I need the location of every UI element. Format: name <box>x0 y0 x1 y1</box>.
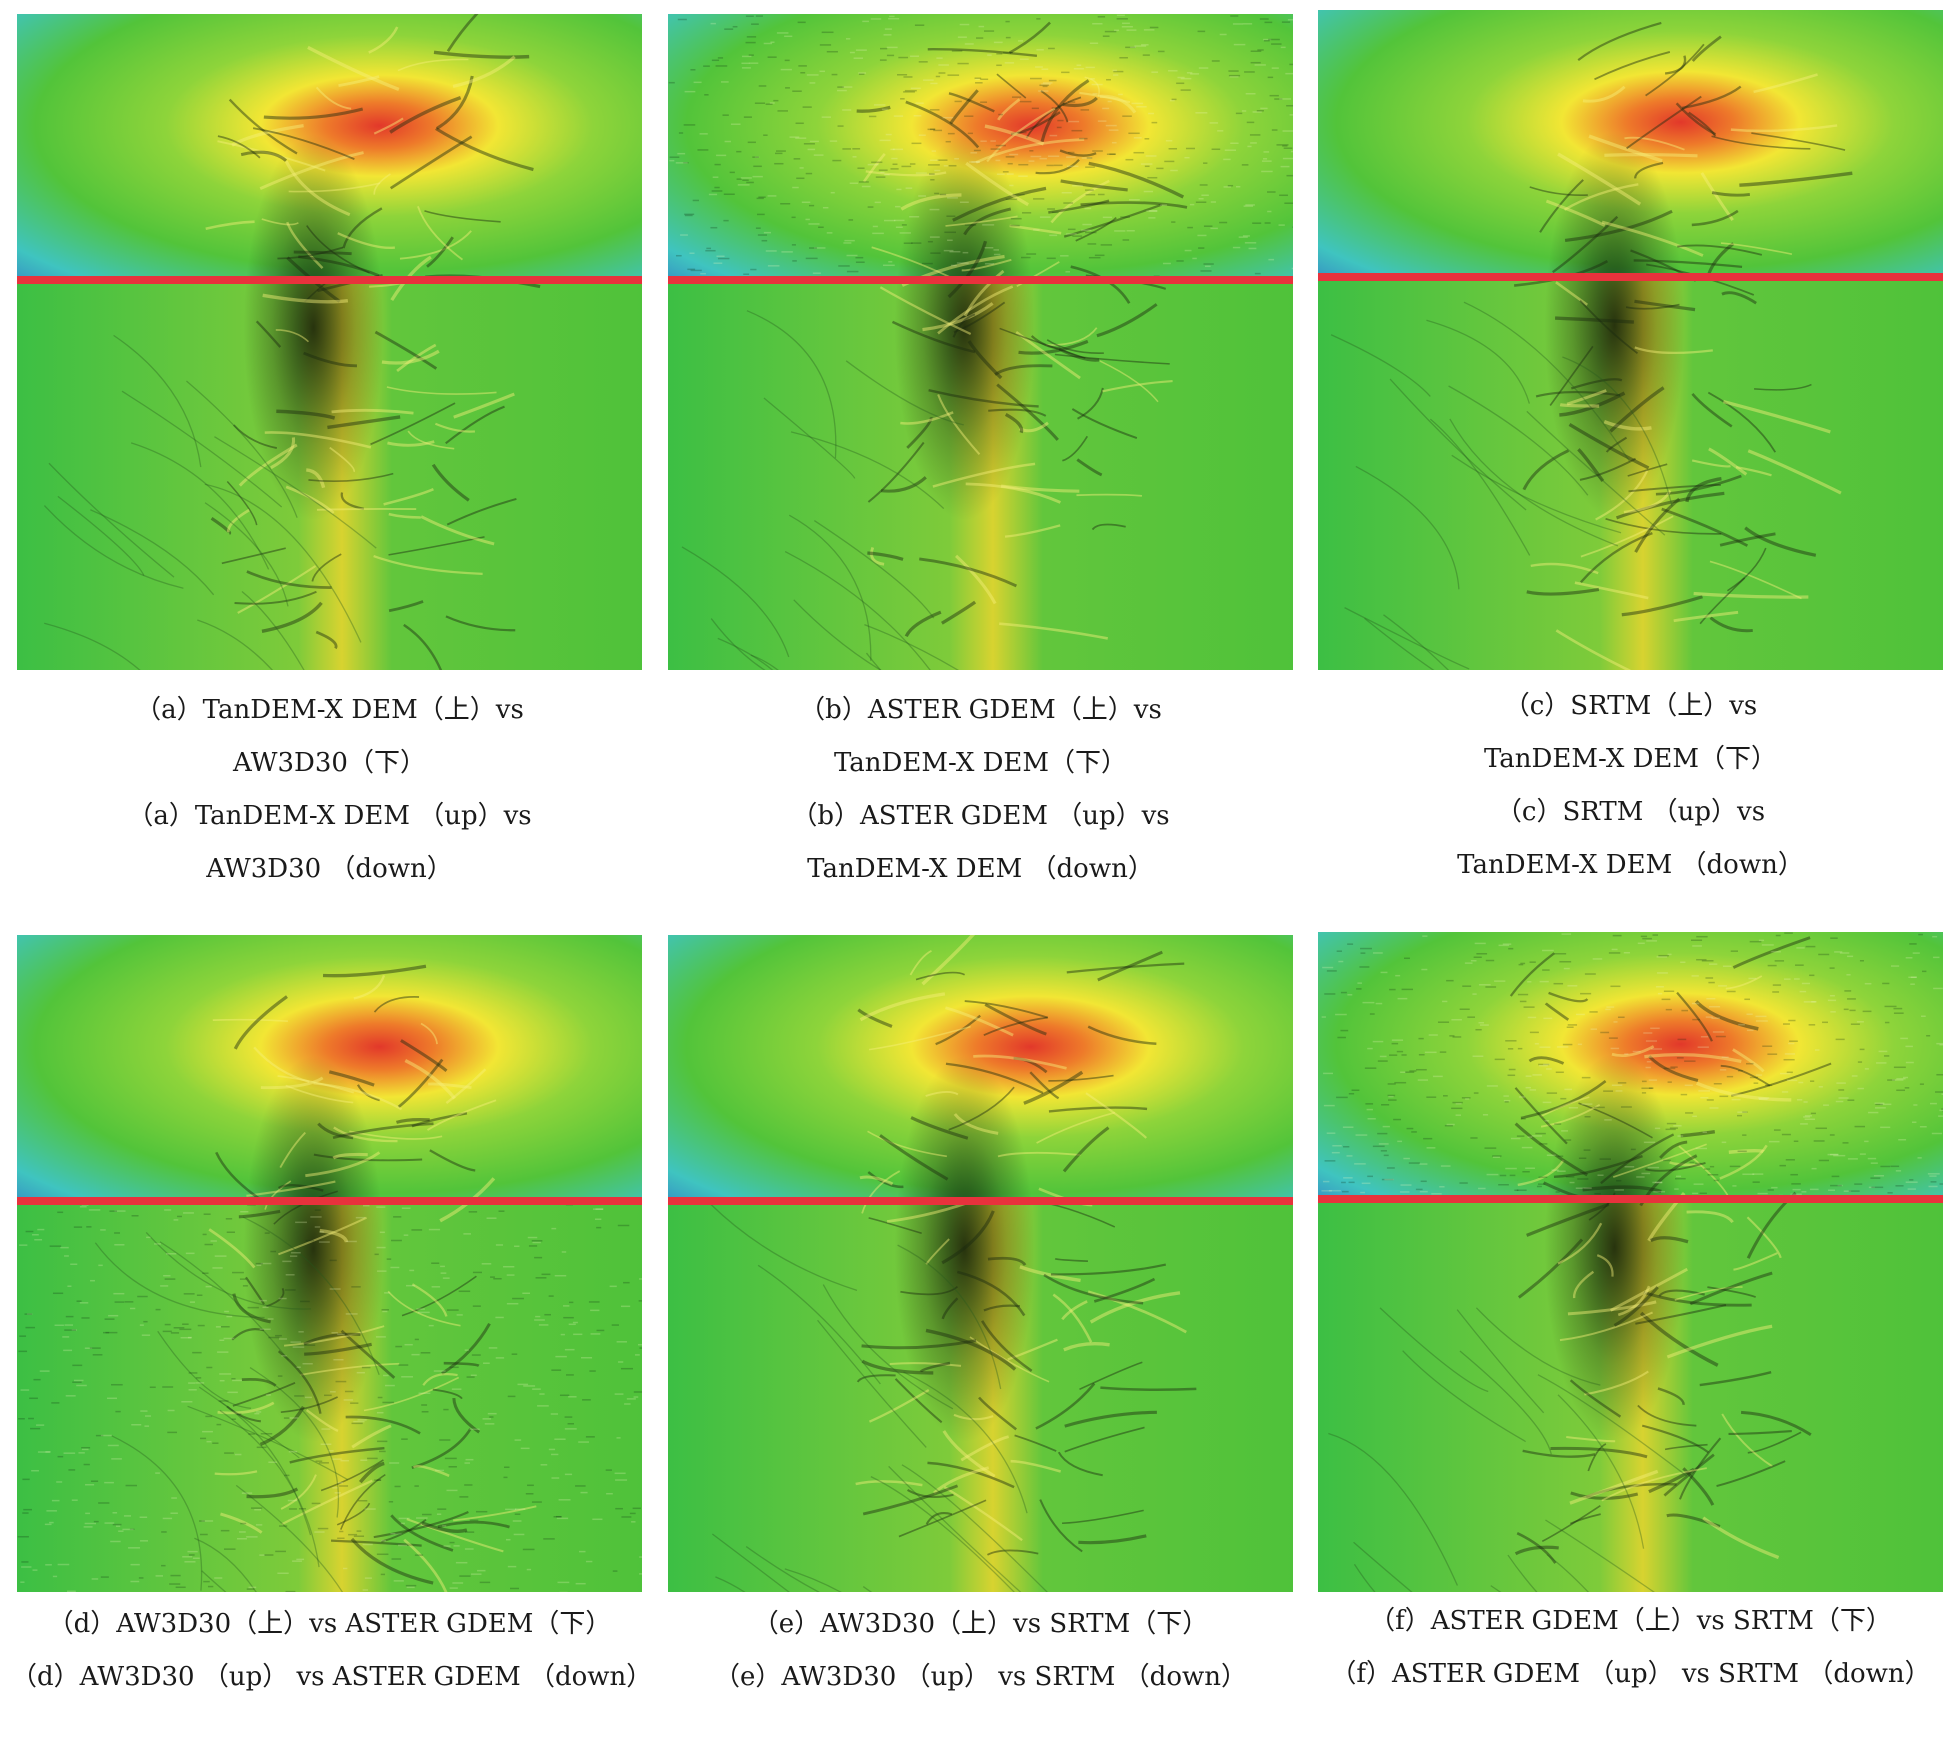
dem-comparison-image-e <box>668 935 1293 1592</box>
dem-comparison-image-b <box>668 14 1293 670</box>
panel-d: （d）AW3D30（上）vs ASTER GDEM（下） （d）AW3D30 （… <box>11 935 652 1715</box>
caption-b-line-3: （b）ASTER GDEM （up）vs <box>791 801 1170 831</box>
caption-b-line-1: （b）ASTER GDEM（上）vs <box>799 695 1162 725</box>
divider-line <box>668 1197 1293 1205</box>
caption-e: （e）AW3D30（上）vs SRTM（下） （e）AW3D30 （up） vs… <box>668 1598 1293 1704</box>
caption-f-line-1: （f）ASTER GDEM（上）vs SRTM（下） <box>1369 1606 1892 1636</box>
caption-a-line-4: AW3D30 （down） <box>206 854 453 884</box>
dem-relief-svg <box>1318 932 1943 1592</box>
caption-f-line-2: （f）ASTER GDEM （up） vs SRTM （down） <box>1330 1659 1931 1689</box>
dem-relief-svg <box>668 14 1293 670</box>
caption-e-line-2: （e）AW3D30 （up） vs SRTM （down） <box>714 1662 1247 1692</box>
dem-comparison-image-a <box>17 14 642 670</box>
caption-a: （a）TanDEM-X DEM（上）vs AW3D30（下） （a）TanDEM… <box>17 684 642 896</box>
divider-line <box>668 276 1293 284</box>
panel-f: （f）ASTER GDEM（上）vs SRTM（下） （f）ASTER GDEM… <box>1318 932 1943 1712</box>
panel-b: （b）ASTER GDEM（上）vs TanDEM-X DEM（下） （b）AS… <box>668 14 1293 894</box>
dem-comparison-image-c <box>1318 10 1943 670</box>
caption-f: （f）ASTER GDEM（上）vs SRTM（下） （f）ASTER GDEM… <box>1318 1595 1943 1701</box>
caption-b: （b）ASTER GDEM（上）vs TanDEM-X DEM（下） （b）AS… <box>668 684 1293 896</box>
dem-comparison-image-d <box>17 935 642 1592</box>
dem-relief-svg <box>668 935 1293 1592</box>
divider-line <box>1318 1195 1943 1203</box>
dem-comparison-image-f <box>1318 932 1943 1592</box>
caption-a-line-3: （a）TanDEM-X DEM （up）vs <box>127 801 532 831</box>
dem-relief-svg <box>17 935 642 1592</box>
caption-a-line-2: AW3D30（下） <box>233 748 426 778</box>
caption-c-line-2: TanDEM-X DEM（下） <box>1483 744 1778 774</box>
caption-b-line-4: TanDEM-X DEM （down） <box>807 854 1154 884</box>
caption-a-line-1: （a）TanDEM-X DEM（上）vs <box>135 695 524 725</box>
dem-relief-svg <box>17 14 642 670</box>
caption-c-line-1: （c）SRTM（上）vs <box>1503 691 1758 721</box>
caption-c-line-4: TanDEM-X DEM （down） <box>1457 850 1804 880</box>
caption-e-line-1: （e）AW3D30（上）vs SRTM（下） <box>752 1609 1209 1639</box>
divider-line <box>17 1197 642 1205</box>
caption-b-line-2: TanDEM-X DEM（下） <box>833 748 1128 778</box>
divider-line <box>1318 273 1943 281</box>
divider-line <box>17 276 642 284</box>
caption-d-line-2: （d）AW3D30 （up） vs ASTER GDEM （down） <box>11 1662 653 1692</box>
caption-c-line-3: （c）SRTM （up）vs <box>1495 797 1766 827</box>
caption-d: （d）AW3D30（上）vs ASTER GDEM（下） （d）AW3D30 （… <box>11 1598 653 1704</box>
caption-d-line-1: （d）AW3D30（上）vs ASTER GDEM（下） <box>47 1609 612 1639</box>
panel-c: （c）SRTM（上）vs TanDEM-X DEM（下） （c）SRTM （up… <box>1318 10 1943 890</box>
dem-relief-svg <box>1318 10 1943 670</box>
caption-c: （c）SRTM（上）vs TanDEM-X DEM（下） （c）SRTM （up… <box>1318 680 1943 892</box>
panel-e: （e）AW3D30（上）vs SRTM（下） （e）AW3D30 （up） vs… <box>668 935 1293 1715</box>
panel-a: （a）TanDEM-X DEM（上）vs AW3D30（下） （a）TanDEM… <box>17 14 642 894</box>
